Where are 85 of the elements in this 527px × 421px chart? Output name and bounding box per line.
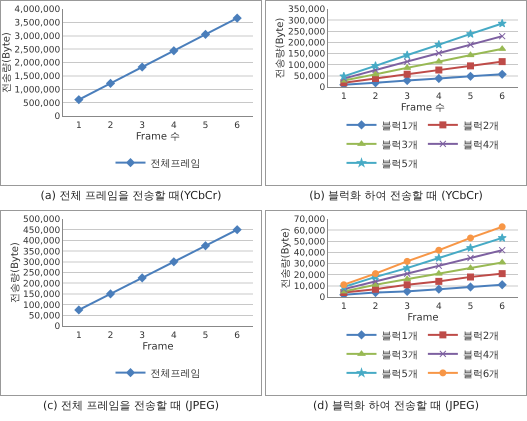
x-tick-label: 2 xyxy=(108,120,114,131)
y-axis-title: 전송량(Byte) xyxy=(280,228,292,288)
y-tick-label: 150,000 xyxy=(288,50,326,60)
x-axis-title: Frame xyxy=(142,341,174,352)
legend-label: 블럭2개 xyxy=(462,330,500,342)
x-tick-label: 5 xyxy=(468,302,474,312)
text: (c) 전체 프레임을 전송할 때 (JPEG) xyxy=(42,398,220,414)
x-tick-label: 6 xyxy=(499,302,506,312)
y-tick-label: 30,000 xyxy=(294,260,326,270)
x-tick-label: 1 xyxy=(340,92,347,102)
y-tick-label: 50,000 xyxy=(28,311,60,322)
y-tick-label: 0 xyxy=(319,293,326,304)
x-tick-label: 3 xyxy=(404,302,410,312)
legend-label: 블럭4개 xyxy=(462,350,500,361)
legend-label: 블럭1개 xyxy=(382,120,418,132)
y-tick-label: 1,000,000 xyxy=(14,85,60,96)
y-tick-label: 2,000,000 xyxy=(14,58,60,69)
y-tick-label: 0 xyxy=(54,112,60,122)
y-tick-label: 4,000,000 xyxy=(14,5,60,16)
y-tick-label: 100,000 xyxy=(22,300,60,311)
x-tick-label: 1 xyxy=(340,302,347,312)
legend-label: 전체프레임 xyxy=(150,368,200,380)
x-tick-label: 2 xyxy=(108,330,114,341)
y-tick-label: 400,000 xyxy=(22,236,60,247)
text: (b) 블럭화 하여 전송할 때 (YCbCr) xyxy=(308,188,484,204)
x-axis-title: Frame 수 xyxy=(400,102,446,114)
y-tick-label: 0 xyxy=(54,322,60,332)
x-tick-label: 4 xyxy=(436,302,442,312)
y-tick-label: 350,000 xyxy=(22,247,60,258)
x-tick-label: 5 xyxy=(202,330,208,341)
y-tick-label: 3,000,000 xyxy=(14,32,60,42)
x-tick-label: 2 xyxy=(372,92,378,102)
y-tick-label: 500,000 xyxy=(22,98,60,109)
y-tick-label: 300,000 xyxy=(288,16,326,26)
text: (d) 블럭화 하여 전송할 때 (JPEG) xyxy=(312,398,480,414)
y-tick-label: 60,000 xyxy=(294,226,326,236)
x-tick-label: 2 xyxy=(372,302,378,312)
legend-label: 블럭2개 xyxy=(462,120,500,132)
x-tick-label: 3 xyxy=(139,330,146,341)
y-tick-label: 0 xyxy=(319,83,326,94)
legend-label: 블럭6개 xyxy=(462,368,500,380)
x-tick-label: 6 xyxy=(234,330,240,341)
x-tick-label: 4 xyxy=(170,330,177,341)
y-tick-label: 250,000 xyxy=(22,268,60,279)
x-tick-label: 3 xyxy=(139,120,146,131)
y-tick-label: 2,500,000 xyxy=(14,45,60,56)
y-tick-label: 50,000 xyxy=(294,237,326,248)
x-tick-label: 6 xyxy=(234,120,240,131)
x-tick-label: 1 xyxy=(76,330,82,341)
legend-label: 블럭5개 xyxy=(382,158,418,170)
y-tick-label: 250,000 xyxy=(288,27,326,38)
y-axis-title: 전송량(Byte) xyxy=(10,242,21,303)
x-axis-title: Frame xyxy=(407,312,439,324)
x-tick-label: 6 xyxy=(499,92,506,102)
legend-label: 블럭3개 xyxy=(382,140,418,151)
x-tick-label: 5 xyxy=(468,92,474,102)
y-tick-label: 450,000 xyxy=(22,226,60,236)
y-tick-label: 200,000 xyxy=(22,279,60,290)
x-tick-label: 4 xyxy=(436,92,442,102)
text: (a) 전체 프레임을 전송할 때(YCbCr) xyxy=(40,188,222,204)
y-tick-label: 50,000 xyxy=(294,72,326,82)
y-tick-label: 200,000 xyxy=(288,38,326,49)
y-tick-label: 150,000 xyxy=(22,290,60,300)
y-tick-label: 3,500,000 xyxy=(14,18,60,29)
y-tick-label: 20,000 xyxy=(294,270,326,281)
y-tick-label: 100,000 xyxy=(288,60,326,71)
y-tick-label: 1,500,000 xyxy=(14,72,60,82)
x-tick-label: 1 xyxy=(76,120,82,131)
x-axis-title: Frame 수 xyxy=(136,131,180,142)
y-tick-label: 70,000 xyxy=(294,215,326,226)
legend-label: 전체프레임 xyxy=(150,158,200,170)
y-tick-label: 10,000 xyxy=(294,282,326,292)
y-tick-label: 350,000 xyxy=(288,5,326,16)
legend-label: 블럭1개 xyxy=(382,330,418,342)
y-axis-title: 전송량(Byte) xyxy=(274,18,286,78)
y-tick-label: 40,000 xyxy=(294,248,326,259)
legend-label: 블럭3개 xyxy=(382,350,418,361)
x-tick-label: 4 xyxy=(170,120,177,131)
x-tick-label: 3 xyxy=(404,92,410,102)
legend-label: 블럭5개 xyxy=(382,368,418,380)
y-tick-label: 500,000 xyxy=(22,215,60,226)
legend-label: 블럭4개 xyxy=(462,140,500,151)
y-axis-title: 전송량(Byte) xyxy=(1,32,12,93)
y-tick-label: 300,000 xyxy=(22,258,60,268)
x-tick-label: 5 xyxy=(202,120,208,131)
